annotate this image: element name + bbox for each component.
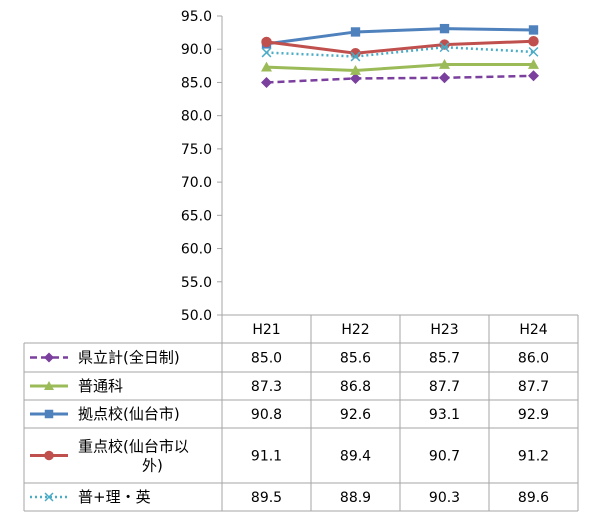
series-line — [266, 39, 534, 55]
data-point — [261, 47, 272, 58]
y-tick-label: 75.0 — [181, 142, 212, 158]
y-axis: 95.0 90.0 85.0 80.0 75.0 70.0 65.0 60.0 55.0 50.0 — [181, 9, 223, 511]
data-point — [350, 51, 361, 62]
legend-marker — [44, 450, 54, 461]
legend-key — [30, 450, 68, 461]
data-point — [528, 70, 539, 82]
table-value-cell: 87.7 — [429, 379, 460, 395]
x-category-label: H22 — [341, 322, 369, 338]
table-value-cell: 91.1 — [251, 449, 282, 465]
series-name-line: 普+理・英 — [78, 488, 151, 506]
data-point — [350, 27, 361, 37]
data-point — [439, 59, 450, 69]
y-tick-label: 50.0 — [181, 308, 212, 324]
legend-marker — [44, 409, 54, 419]
plot-area — [261, 23, 539, 88]
legend-key — [30, 409, 68, 419]
series-line-group — [261, 42, 539, 62]
table-value-cell: 87.7 — [518, 379, 549, 395]
table-value-cell: 89.6 — [518, 490, 549, 506]
data-point — [528, 36, 539, 47]
series-line-group — [261, 59, 539, 75]
data-point — [528, 46, 539, 57]
data-point — [350, 64, 361, 75]
series-name-line: 重点校(仙台市以 — [78, 438, 189, 456]
data-point — [439, 72, 450, 84]
legend-marker — [44, 352, 54, 363]
table-value-cell: 89.4 — [340, 449, 371, 465]
table-value-cell: 90.3 — [429, 490, 460, 506]
table-grid — [23, 314, 579, 512]
table-value-cell: 92.9 — [518, 407, 549, 423]
table-value-cell: 90.8 — [251, 407, 282, 423]
table-row: 県立計(全日制) 85.0 85.6 85.7 86.0 — [30, 349, 549, 367]
y-tick-label: 85.0 — [181, 75, 212, 91]
data-point — [350, 72, 361, 84]
series-line — [266, 63, 534, 72]
series-line-group — [261, 23, 539, 49]
series-name-line: 外) — [142, 457, 163, 475]
table-value-cell: 85.0 — [251, 351, 282, 367]
series-name-label: 拠点校(仙台市) — [78, 405, 180, 423]
x-category-label: H21 — [252, 322, 280, 338]
series-name-line: 普通科 — [78, 377, 123, 395]
data-point — [439, 42, 450, 53]
series-line-group — [261, 70, 539, 88]
legend-key — [30, 381, 68, 390]
series-name-line: 県立計(全日制) — [78, 349, 180, 367]
table-value-cell: 86.8 — [340, 379, 371, 395]
series-line — [266, 74, 534, 84]
y-tick-label: 95.0 — [181, 9, 212, 25]
table-row: 普+理・英 89.5 88.9 90.3 89.6 — [30, 488, 549, 506]
legend-marker — [44, 381, 54, 390]
table-row: 重点校(仙台市以外) 91.1 89.4 90.7 91.2 — [30, 438, 549, 475]
y-tick-label: 65.0 — [181, 208, 212, 224]
data-point — [528, 59, 539, 69]
table-value-cell: 90.7 — [429, 449, 460, 465]
series-name-label: 重点校(仙台市以外) — [78, 438, 189, 475]
table-value-cell: 92.6 — [340, 407, 371, 423]
y-tick-label: 80.0 — [181, 109, 212, 125]
series-name-label: 県立計(全日制) — [78, 349, 180, 367]
table-value-cell: 93.1 — [429, 407, 460, 423]
table-value-cell: 89.5 — [251, 490, 282, 506]
table-value-cell: 85.7 — [429, 351, 460, 367]
y-tick-label: 70.0 — [181, 175, 212, 191]
table-value-cell: 86.0 — [518, 351, 549, 367]
x-category-label: H24 — [519, 322, 547, 338]
legend-key — [30, 492, 68, 502]
table-value-cell: 85.6 — [340, 351, 371, 367]
table-value-cell: 88.9 — [340, 490, 371, 506]
legend-marker — [44, 492, 54, 502]
data-point — [528, 25, 539, 35]
table-row: 普通科 87.3 86.8 87.7 87.7 — [30, 377, 549, 395]
y-tick-label: 55.0 — [181, 275, 212, 291]
legend-key — [30, 352, 68, 363]
x-category-label: H23 — [430, 322, 458, 338]
series-line — [266, 27, 534, 46]
data-point — [439, 23, 450, 34]
data-point — [261, 36, 272, 48]
series-name-label: 普通科 — [78, 377, 123, 395]
data-point — [261, 76, 272, 88]
series-line-group — [261, 36, 539, 59]
data-point — [261, 61, 272, 72]
table-value-cell: 91.2 — [518, 449, 549, 465]
y-tick-label: 60.0 — [181, 242, 212, 258]
series-name-line: 拠点校(仙台市) — [78, 405, 180, 423]
data-table: H21 H22 H23 H24 県立計(全日制) 85.0 85.6 85.7 86.0 普通科 8… — [30, 322, 549, 506]
table-value-cell: 87.3 — [251, 379, 282, 395]
table-row: 拠点校(仙台市) 90.8 92.6 93.1 92.9 — [30, 405, 549, 423]
y-tick-label: 90.0 — [181, 42, 212, 58]
series-name-label: 普+理・英 — [78, 488, 151, 506]
